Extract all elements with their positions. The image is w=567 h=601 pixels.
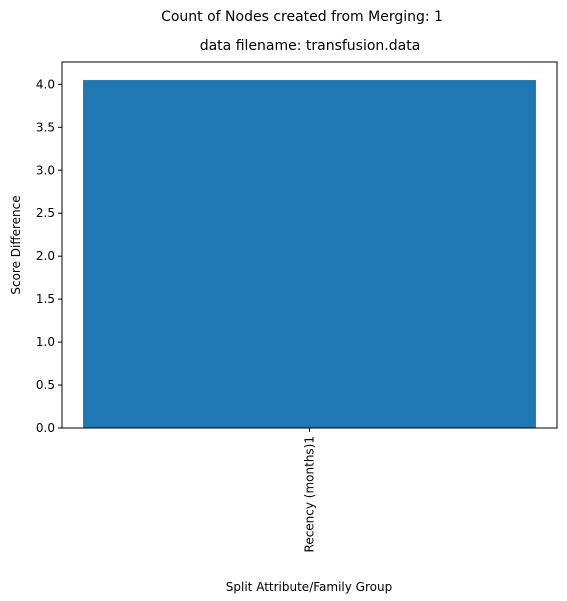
x-axis-ticks: Recency (months)1 xyxy=(303,428,317,552)
y-tick-label: 4.0 xyxy=(36,77,55,91)
y-axis-ticks: 0.0 0.5 1.0 1.5 2.0 2.5 3.0 3.5 4.0 xyxy=(36,77,62,435)
y-tick-label: 3.5 xyxy=(36,120,55,134)
y-tick-label: 0.0 xyxy=(36,421,55,435)
y-tick-label: 2.5 xyxy=(36,206,55,220)
y-tick-label: 0.5 xyxy=(36,378,55,392)
y-tick-label: 1.0 xyxy=(36,335,55,349)
x-axis-label: Split Attribute/Family Group xyxy=(226,580,392,594)
chart-suptitle: Count of Nodes created from Merging: 1 xyxy=(161,9,443,25)
y-tick-label: 1.5 xyxy=(36,292,55,306)
plot-area-frame xyxy=(61,61,558,429)
chart-title: data filename: transfusion.data xyxy=(200,38,421,54)
y-axis-label: Score Difference xyxy=(9,195,23,294)
bar xyxy=(83,80,536,429)
y-tick-label: 2.0 xyxy=(36,249,55,263)
x-tick-label: Recency (months)1 xyxy=(303,436,317,552)
bars-layer xyxy=(83,80,536,429)
y-tick-label: 3.0 xyxy=(36,163,55,177)
